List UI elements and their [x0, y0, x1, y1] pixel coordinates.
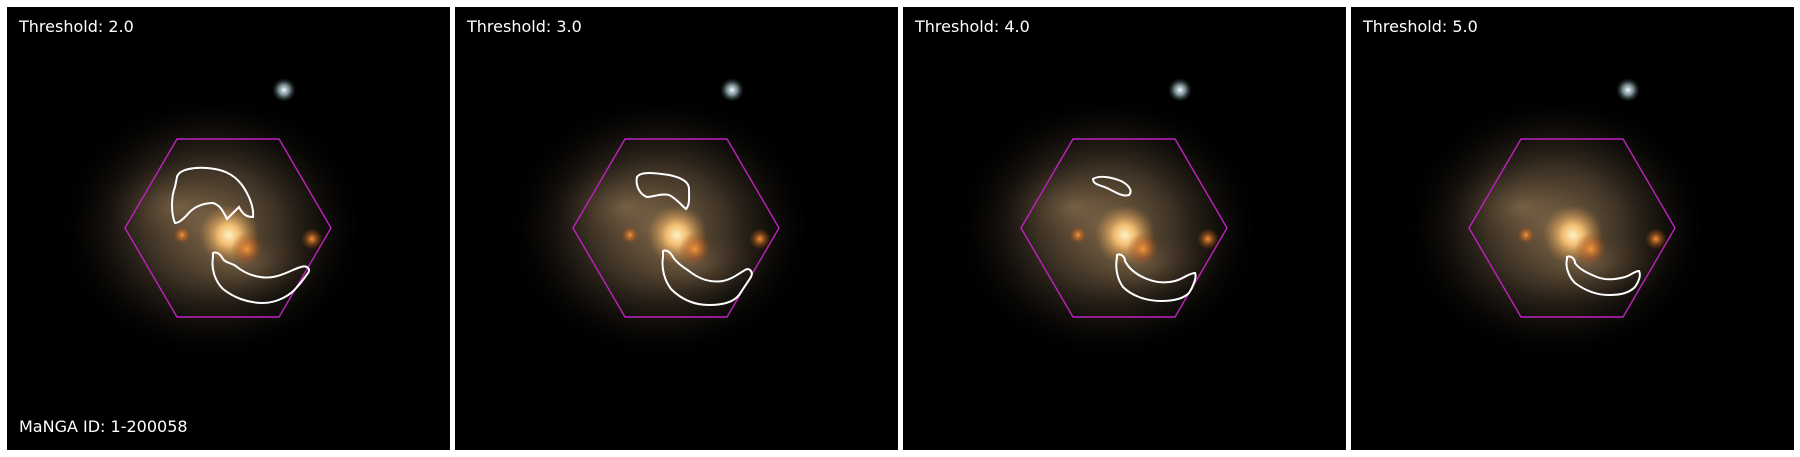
bright-clump: [1197, 228, 1219, 250]
threshold-label: Threshold: 4.0: [915, 17, 1030, 36]
contour-outline: [1091, 175, 1132, 197]
panel-threshold-5: Threshold: 5.0: [1351, 7, 1794, 450]
galaxy-image: [510, 78, 810, 357]
bright-clump: [749, 228, 771, 250]
threshold-label: Threshold: 3.0: [467, 17, 582, 36]
galaxy-image: [958, 78, 1258, 357]
contour-outline: [1565, 255, 1641, 297]
contour-outline: [661, 249, 753, 307]
ifu-hexagon-outline: [1468, 138, 1676, 318]
threshold-label: Threshold: 2.0: [19, 17, 134, 36]
galaxy-image: [62, 78, 362, 357]
panel-threshold-3: Threshold: 3.0: [455, 7, 898, 450]
foreground-star: [1168, 78, 1192, 102]
contour-outline: [211, 251, 311, 305]
manga-id-label: MaNGA ID: 1-200058: [19, 417, 188, 436]
bright-clump: [173, 226, 191, 244]
bright-clump: [1517, 226, 1535, 244]
contour-outline: [635, 172, 691, 211]
bright-clump: [1575, 233, 1607, 265]
bright-clump: [1127, 233, 1159, 265]
foreground-star: [272, 78, 296, 102]
bright-clump: [1069, 226, 1087, 244]
bright-clump: [621, 226, 639, 244]
bright-clump: [301, 228, 323, 250]
contour-outline: [1115, 253, 1197, 303]
contour-outline: [171, 166, 255, 225]
threshold-label: Threshold: 5.0: [1363, 17, 1478, 36]
panel-threshold-2: Threshold: 2.0 MaNGA ID: 1-200058: [7, 7, 450, 450]
bright-clump: [231, 233, 263, 265]
ifu-hexagon-outline: [124, 138, 332, 318]
ifu-hexagon-outline: [572, 138, 780, 318]
bright-clump: [679, 233, 711, 265]
ifu-hexagon-outline: [1020, 138, 1228, 318]
galaxy-image: [1406, 78, 1706, 357]
foreground-star: [1616, 78, 1640, 102]
bright-clump: [1645, 228, 1667, 250]
panel-threshold-4: Threshold: 4.0: [903, 7, 1346, 450]
foreground-star: [720, 78, 744, 102]
